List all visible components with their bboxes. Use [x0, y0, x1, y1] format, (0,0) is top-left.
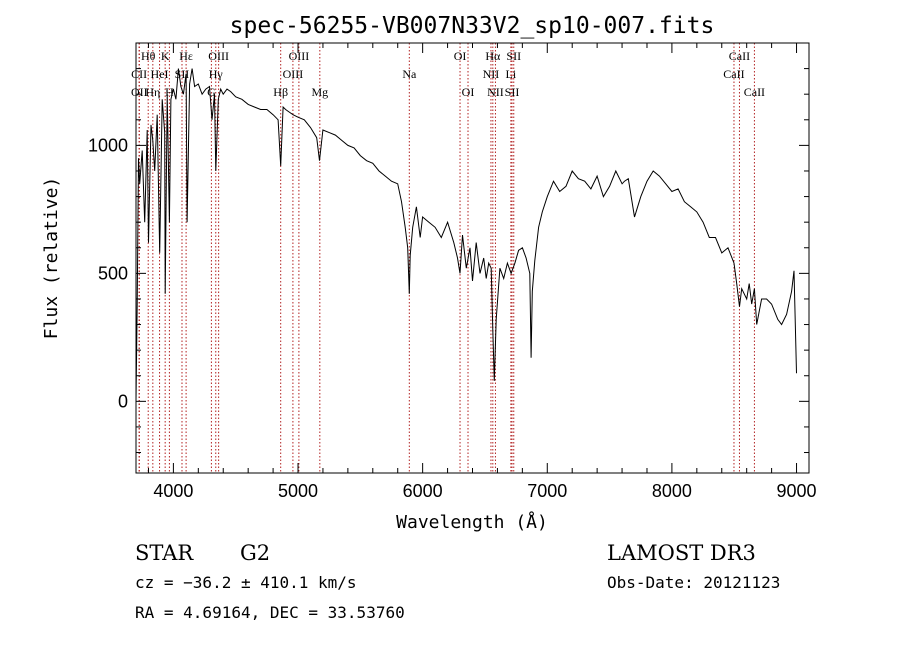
spectral-line-label: HeI — [151, 67, 169, 81]
coordinates: RA = 4.69164, DEC = 33.53760 — [135, 603, 405, 622]
x-tick-label: 8000 — [652, 481, 692, 501]
spectral-line-label: CaII — [723, 67, 744, 81]
spectrum-series-line — [135, 68, 797, 402]
spectral-line-label: Li — [506, 67, 517, 81]
x-tick-label: 5000 — [278, 481, 318, 501]
y-axis-label: Flux (relative) — [41, 177, 62, 340]
spectral-line-label: NII — [487, 85, 504, 99]
spectral-line-markers — [138, 43, 755, 473]
y-tick-labels: 0 500 1000 — [88, 135, 128, 411]
spectral-line-labels: HθOIICIIHηHeIKHSIIHεGOIIIHγHβOIIIOIIIMgN… — [131, 49, 765, 99]
redshift-info: cz = −36.2 ± 410.1 km/s — [135, 573, 357, 592]
spectral-line-label: H — [165, 85, 174, 99]
observation-date: Obs-Date: 20121123 — [607, 573, 780, 592]
axis-ticks — [136, 42, 809, 473]
object-class: STAR — [135, 541, 194, 565]
x-tick-label: 7000 — [527, 481, 567, 501]
chart-title: spec-56255-VB007N33V2_sp10-007.fits — [230, 13, 715, 39]
object-subclass: G2 — [240, 541, 270, 565]
spectral-line-label: SII — [175, 67, 190, 81]
spectral-line-label: Mg — [311, 85, 328, 99]
x-tick-label: 4000 — [153, 481, 193, 501]
spectral-line-label: SII — [505, 85, 520, 99]
y-tick-label: 0 — [118, 391, 128, 411]
x-tick-label: 9000 — [777, 481, 817, 501]
x-tick-label: 6000 — [403, 481, 443, 501]
plot-frame — [135, 42, 810, 474]
x-tick-labels: 4000 5000 6000 7000 8000 9000 — [153, 481, 816, 501]
spectral-line-label: K — [161, 49, 170, 63]
spectral-line-label: Hα — [485, 49, 501, 63]
spectral-line-label: NII — [483, 67, 500, 81]
spectral-line-label: SII — [506, 49, 521, 63]
spectral-line-label: OI — [462, 85, 475, 99]
spectral-line-label: Hθ — [141, 49, 156, 63]
y-tick-label: 1000 — [88, 135, 128, 155]
spectral-line-label: OIII — [283, 67, 304, 81]
spectral-line-label: CaII — [744, 85, 765, 99]
spectral-line-label: OIII — [289, 49, 310, 63]
spectral-line-label: Na — [402, 67, 417, 81]
spectral-line-label: Hβ — [273, 85, 288, 99]
spectral-line-label: G — [207, 85, 216, 99]
spectral-line-label: OI — [454, 49, 467, 63]
spectral-line-label: CII — [131, 67, 147, 81]
spectral-line-label: CaII — [729, 49, 750, 63]
x-axis-label: Wavelength (Å) — [396, 511, 548, 533]
spectral-line-label: Hγ — [209, 67, 224, 81]
spectral-line-label: Hη — [145, 85, 160, 99]
survey-name: LAMOST DR3 — [607, 541, 756, 565]
y-tick-label: 500 — [98, 263, 128, 283]
spectral-line-label: OIII — [208, 49, 229, 63]
spectral-line-label: Hε — [179, 49, 193, 63]
spectral-line-label: OII — [131, 85, 148, 99]
